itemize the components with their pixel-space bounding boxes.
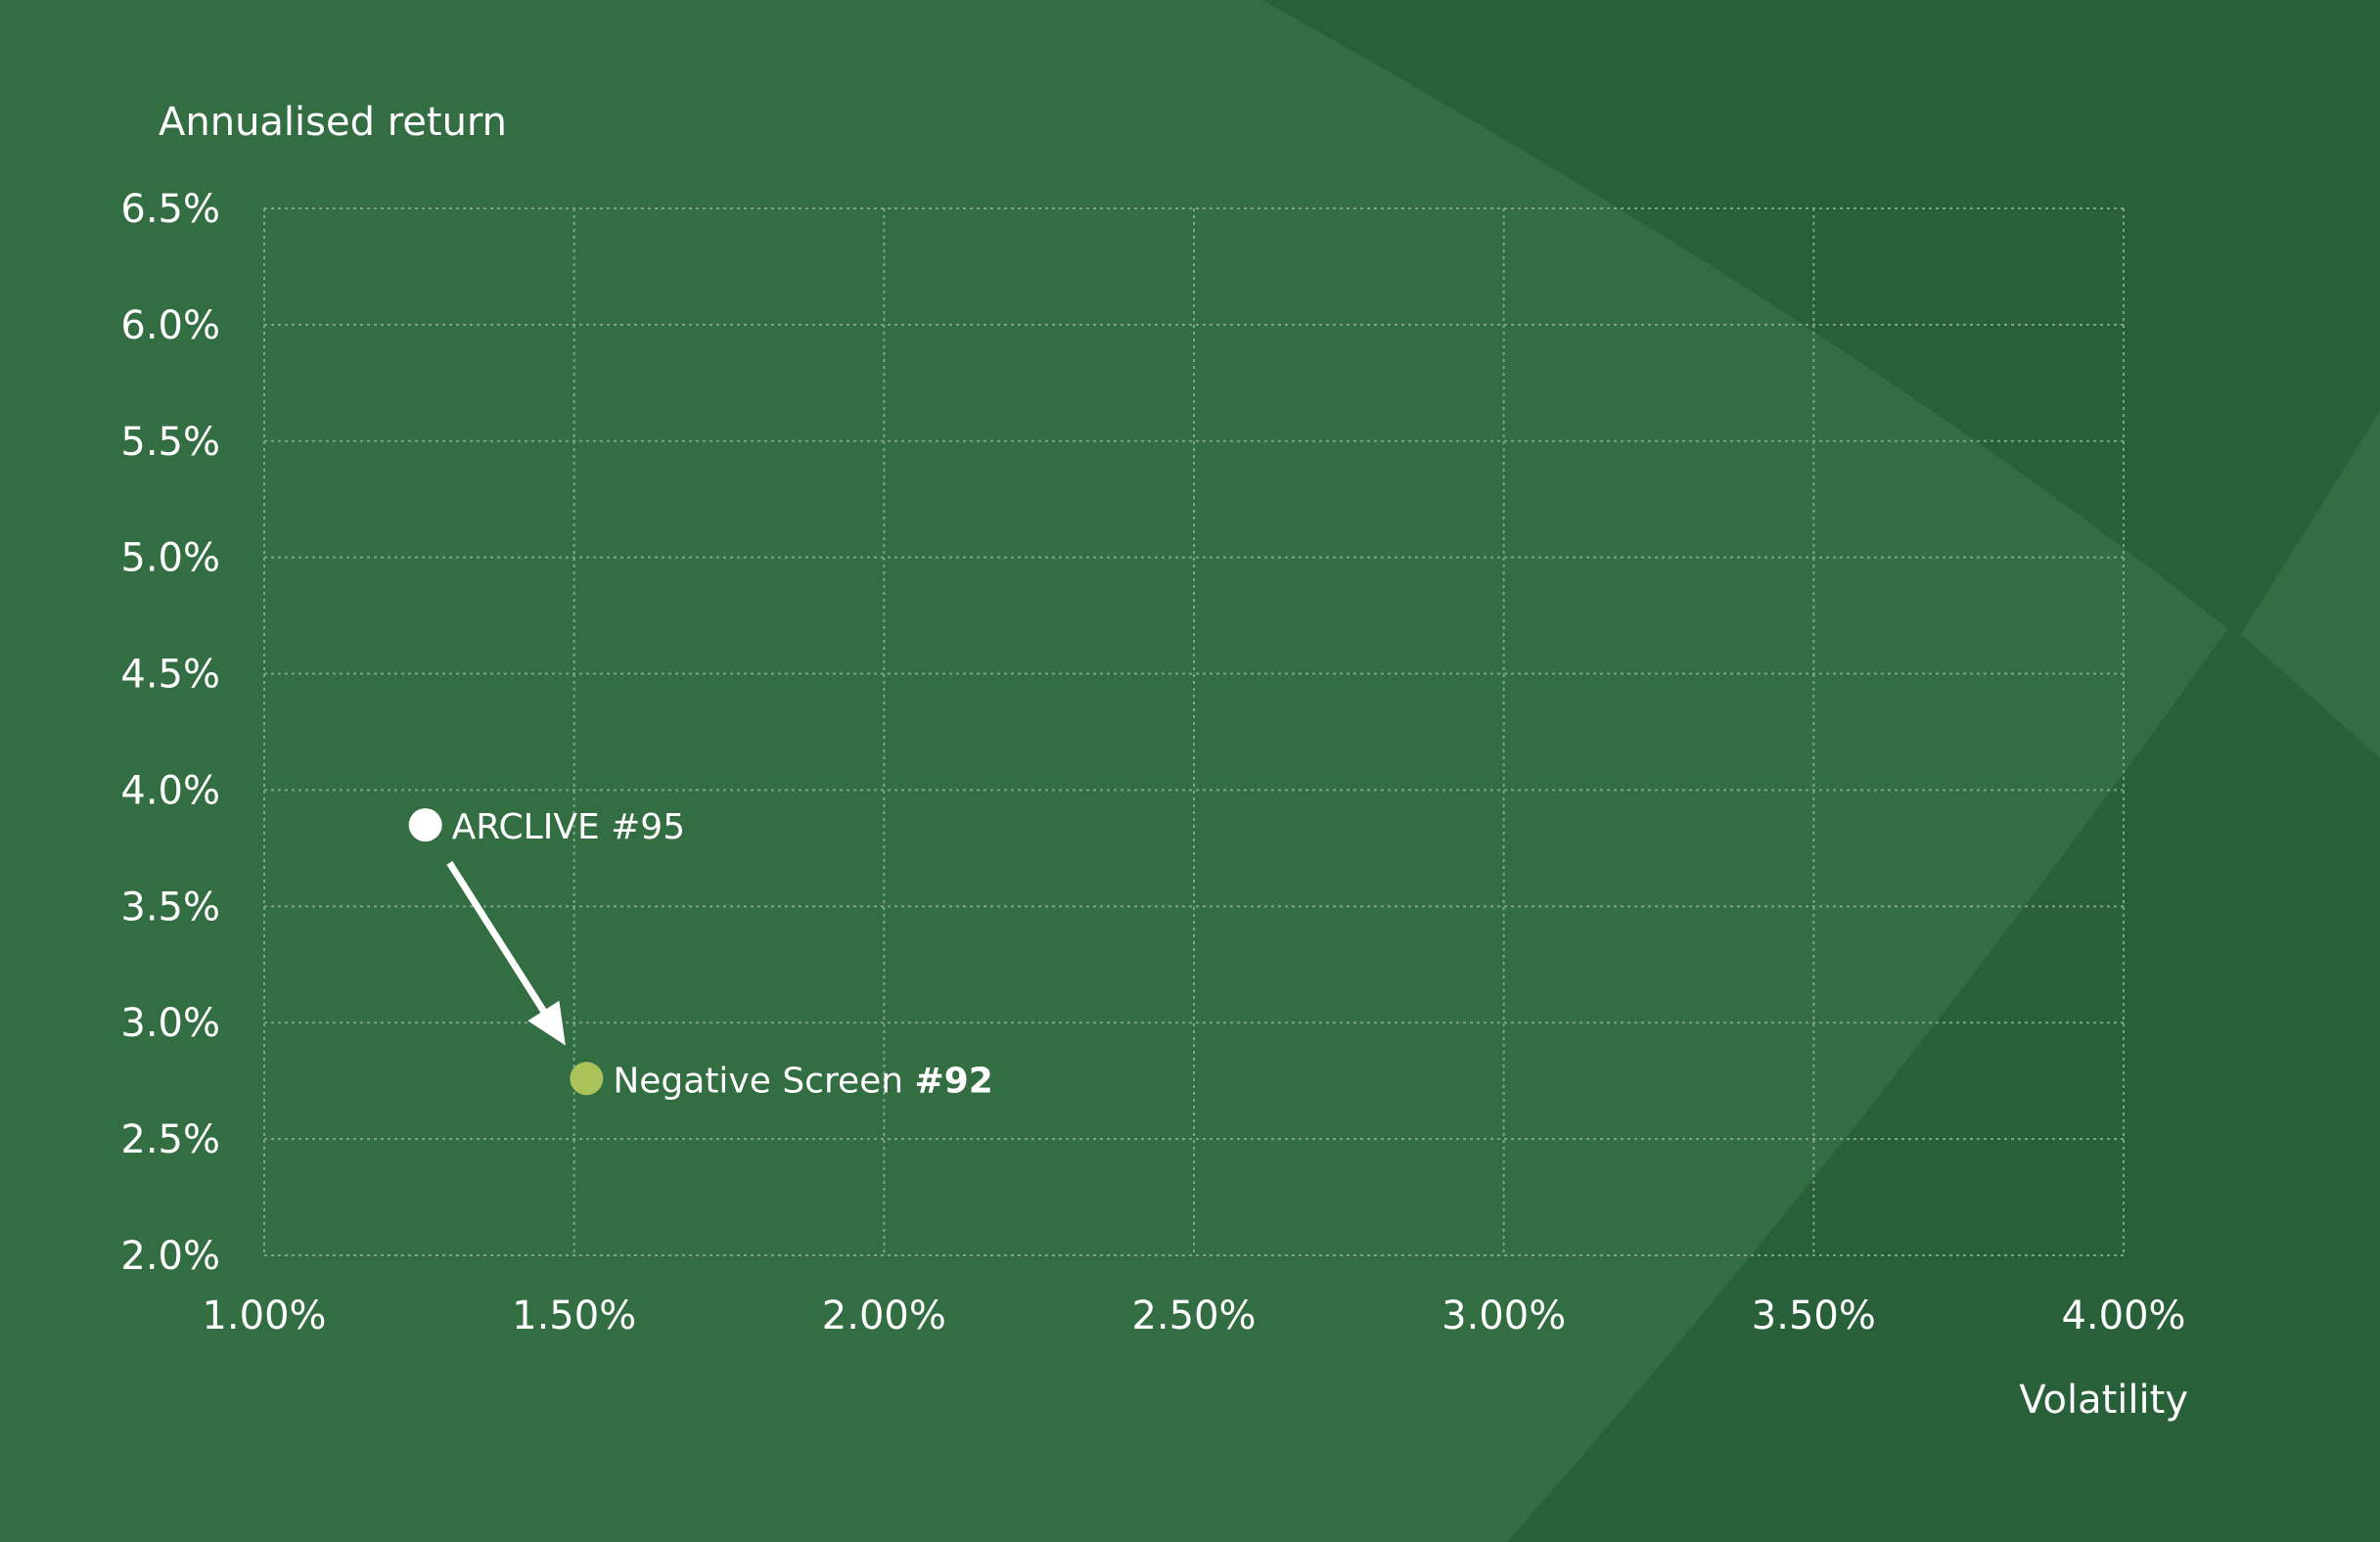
y-tick-label: 4.5% [120, 653, 220, 698]
point-label-negative-screen-text: Negative Screen [613, 1061, 914, 1101]
background-shapes [1262, 0, 2380, 1542]
arrow-head [527, 1000, 566, 1046]
x-axis-title: Volatility [2019, 1378, 2188, 1423]
y-axis-title: Annualised return [159, 100, 507, 145]
point-label-negative-screen-number: #92 [915, 1061, 993, 1101]
x-tick-label: 3.50% [1752, 1293, 1876, 1338]
y-tick-label: 5.0% [120, 536, 220, 581]
background-shade-bottom-right [1507, 411, 2380, 1542]
point-label-negative-screen: Negative Screen #92 [613, 1061, 992, 1101]
x-tick-label: 2.50% [1131, 1293, 1256, 1338]
y-axis-tick-labels: 6.5% 6.0% 5.5% 5.0% 4.5% 4.0% 3.5% 3.0% 2.5% 2.0% [120, 187, 220, 1279]
point-arclive [408, 808, 442, 842]
x-tick-label: 2.00% [822, 1293, 946, 1338]
x-tick-label: 1.50% [512, 1293, 636, 1338]
background-overlap-shape [2241, 411, 2380, 758]
x-tick-label: 3.00% [1442, 1293, 1566, 1338]
y-tick-label: 2.5% [120, 1117, 220, 1162]
point-negative-screen [570, 1062, 604, 1096]
y-tick-label: 5.5% [120, 420, 220, 465]
gridlines [263, 207, 2125, 1256]
y-tick-label: 3.5% [120, 884, 220, 930]
x-tick-label: 4.00% [2061, 1293, 2185, 1338]
background-shade-top-right [1262, 0, 2380, 758]
y-tick-label: 3.0% [120, 1001, 220, 1046]
y-tick-label: 4.0% [120, 768, 220, 813]
arrow-line [446, 861, 549, 1017]
y-tick-label: 6.0% [120, 303, 220, 348]
x-axis-tick-labels: 1.00% 1.50% 2.00% 2.50% 3.00% 3.50% 4.00% [202, 1293, 2185, 1338]
y-tick-label: 6.5% [120, 187, 220, 232]
x-tick-label: 1.00% [202, 1293, 326, 1338]
point-label-arclive: ARCLIVE #95 [452, 807, 685, 847]
y-tick-label: 2.0% [120, 1234, 220, 1279]
